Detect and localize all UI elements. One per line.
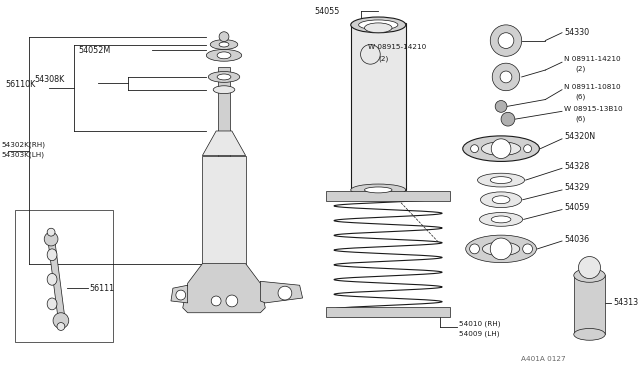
- Circle shape: [219, 32, 229, 42]
- Circle shape: [498, 33, 514, 48]
- Text: N 08911-10810: N 08911-10810: [564, 84, 621, 90]
- Circle shape: [501, 112, 515, 126]
- Text: (2): (2): [576, 66, 586, 72]
- Circle shape: [176, 290, 186, 300]
- Ellipse shape: [351, 17, 406, 33]
- Text: 54328: 54328: [564, 162, 589, 171]
- Ellipse shape: [365, 23, 392, 33]
- Circle shape: [53, 313, 68, 328]
- Text: 54330: 54330: [564, 28, 589, 37]
- Ellipse shape: [481, 142, 521, 155]
- Text: 54010 (RH): 54010 (RH): [459, 320, 500, 327]
- Polygon shape: [202, 131, 246, 155]
- Polygon shape: [326, 191, 450, 201]
- Text: 54320N: 54320N: [564, 132, 595, 141]
- Circle shape: [524, 145, 532, 153]
- Ellipse shape: [477, 173, 525, 187]
- Ellipse shape: [219, 42, 229, 47]
- Circle shape: [470, 244, 479, 254]
- Polygon shape: [260, 281, 303, 303]
- Polygon shape: [183, 264, 265, 313]
- Text: (6): (6): [576, 116, 586, 122]
- Circle shape: [470, 145, 479, 153]
- Text: N 08911-14210: N 08911-14210: [564, 56, 621, 62]
- Text: 56110K: 56110K: [5, 80, 35, 89]
- Polygon shape: [202, 155, 246, 264]
- Ellipse shape: [574, 269, 605, 282]
- Circle shape: [495, 100, 507, 112]
- Circle shape: [500, 71, 512, 83]
- Text: 54303K(LH): 54303K(LH): [1, 151, 44, 158]
- Ellipse shape: [211, 39, 238, 49]
- Ellipse shape: [208, 71, 240, 82]
- Ellipse shape: [481, 192, 522, 208]
- Circle shape: [579, 257, 600, 279]
- Text: (6): (6): [576, 93, 586, 100]
- Text: 54308K: 54308K: [35, 76, 65, 84]
- Circle shape: [490, 25, 522, 56]
- Circle shape: [492, 63, 520, 91]
- Ellipse shape: [217, 52, 231, 59]
- Polygon shape: [171, 285, 188, 303]
- Circle shape: [492, 139, 511, 158]
- Text: W 08915-13B10: W 08915-13B10: [564, 106, 623, 112]
- Text: 56111: 56111: [90, 284, 115, 293]
- Ellipse shape: [483, 242, 520, 256]
- Circle shape: [490, 238, 512, 260]
- Ellipse shape: [479, 212, 523, 226]
- Text: 54313: 54313: [613, 298, 638, 307]
- Text: 54059: 54059: [564, 203, 589, 212]
- Polygon shape: [326, 307, 450, 317]
- Ellipse shape: [490, 177, 512, 183]
- Text: 54329: 54329: [564, 183, 589, 192]
- Ellipse shape: [47, 249, 57, 261]
- Circle shape: [278, 286, 292, 300]
- Ellipse shape: [351, 184, 406, 196]
- Polygon shape: [48, 242, 65, 318]
- Circle shape: [226, 295, 238, 307]
- Text: 54302K(RH): 54302K(RH): [1, 141, 45, 148]
- Circle shape: [211, 296, 221, 306]
- Text: (2): (2): [378, 55, 388, 61]
- Polygon shape: [574, 275, 605, 334]
- Circle shape: [523, 244, 532, 254]
- Text: W 08915-14210: W 08915-14210: [369, 45, 427, 51]
- Polygon shape: [351, 23, 406, 190]
- Polygon shape: [218, 67, 230, 175]
- Circle shape: [57, 323, 65, 330]
- Ellipse shape: [47, 273, 57, 285]
- Ellipse shape: [463, 136, 540, 161]
- Ellipse shape: [213, 86, 235, 94]
- Ellipse shape: [217, 74, 231, 80]
- Ellipse shape: [206, 49, 242, 61]
- Ellipse shape: [466, 235, 536, 263]
- Ellipse shape: [492, 216, 511, 223]
- Ellipse shape: [492, 196, 510, 204]
- Ellipse shape: [574, 328, 605, 340]
- Ellipse shape: [365, 187, 392, 193]
- Circle shape: [360, 45, 380, 64]
- Ellipse shape: [358, 20, 398, 30]
- Text: A401A 0127: A401A 0127: [521, 356, 565, 362]
- Text: 54009 (LH): 54009 (LH): [459, 330, 499, 337]
- Text: 54036: 54036: [564, 235, 589, 244]
- Circle shape: [44, 232, 58, 246]
- Circle shape: [47, 228, 55, 236]
- Text: 54055: 54055: [314, 7, 340, 16]
- Ellipse shape: [47, 298, 57, 310]
- Text: 54052M: 54052M: [79, 46, 111, 55]
